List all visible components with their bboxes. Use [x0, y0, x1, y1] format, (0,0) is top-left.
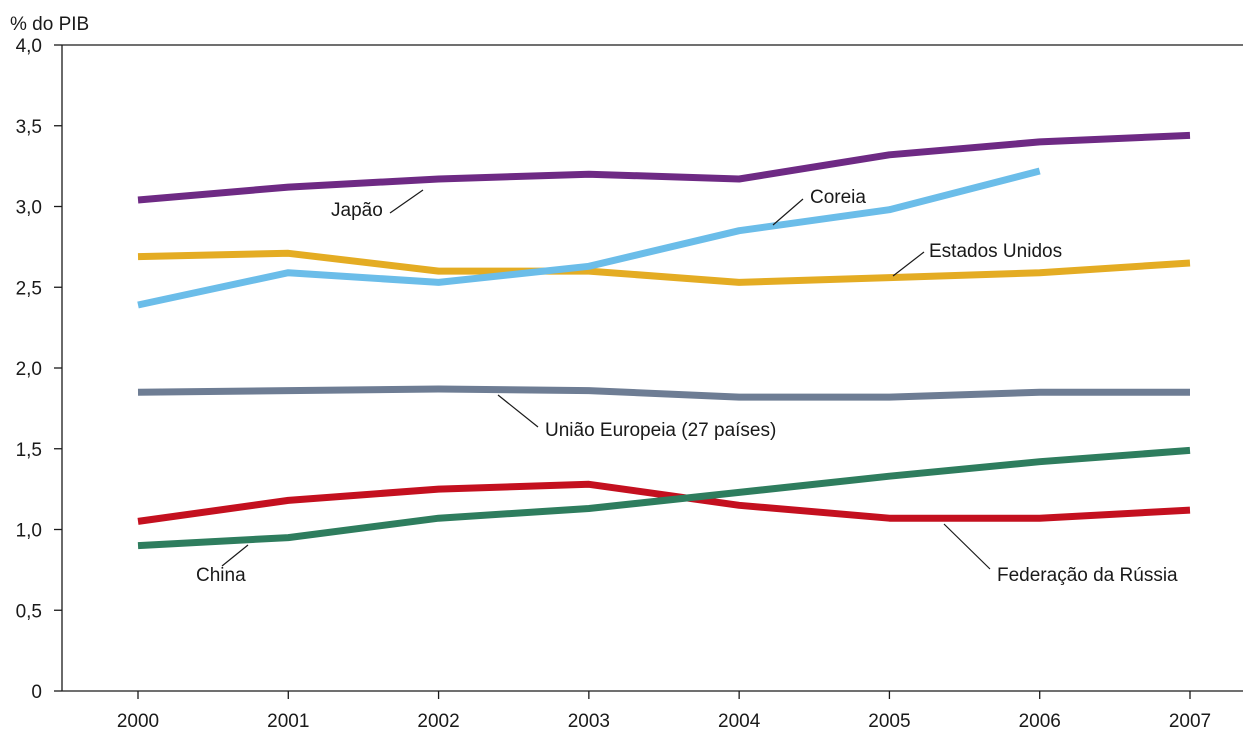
x-tick-label: 2000 — [117, 711, 159, 732]
y-tick-label: 3,0 — [16, 198, 42, 219]
series-labels: Japão Coreia Estados Unidos União Europeia … — [196, 187, 1178, 586]
y-tick-label: 2,0 — [16, 359, 42, 380]
x-tick-label: 2006 — [1019, 711, 1061, 732]
label-leader-lines — [221, 189, 991, 570]
series-line-6 — [137, 480, 1191, 525]
leader-line — [943, 523, 991, 570]
series-line-5 — [137, 446, 1191, 550]
x-tick-label: 2002 — [417, 711, 459, 732]
y-tick-label: 1,5 — [16, 440, 42, 461]
series-line-2 — [137, 167, 1041, 309]
series-label: Estados Unidos — [929, 241, 1062, 262]
axes: 0 0,5 1,0 1,5 2,0 2,5 3,0 3,5 4,0 2000 2001 2002 200… — [16, 36, 1243, 732]
leader-line — [772, 198, 804, 226]
y-tick-label: 3,5 — [16, 117, 42, 138]
series-label: União Europeia (27 países) — [545, 420, 776, 441]
series-line-4 — [137, 385, 1190, 401]
x-tick-label: 2007 — [1169, 711, 1211, 732]
series-line-3 — [137, 249, 1191, 286]
leader-line — [892, 251, 925, 277]
x-tick-label: 2005 — [868, 711, 910, 732]
y-tick-label: 0 — [31, 682, 42, 703]
leader-line — [497, 394, 539, 428]
x-tick-label: 2004 — [718, 711, 761, 732]
y-tick-label: 4,0 — [16, 36, 42, 57]
series-line-1 — [137, 131, 1191, 204]
y-tick-label: 2,5 — [16, 278, 42, 299]
leader-line — [389, 189, 424, 214]
y-tick-label: 0,5 — [16, 601, 42, 622]
series-label: Coreia — [810, 187, 866, 208]
x-tick-label: 2001 — [267, 711, 309, 732]
series-label: Japão — [331, 200, 383, 221]
series-label: Federação da Rússia — [997, 565, 1178, 586]
series-lines — [137, 131, 1191, 550]
y-axis-label: % do PIB — [10, 14, 89, 35]
y-tick-label: 1,0 — [16, 521, 42, 542]
series-label: China — [196, 565, 246, 586]
x-tick-label: 2003 — [568, 711, 610, 732]
leader-line — [221, 544, 249, 567]
